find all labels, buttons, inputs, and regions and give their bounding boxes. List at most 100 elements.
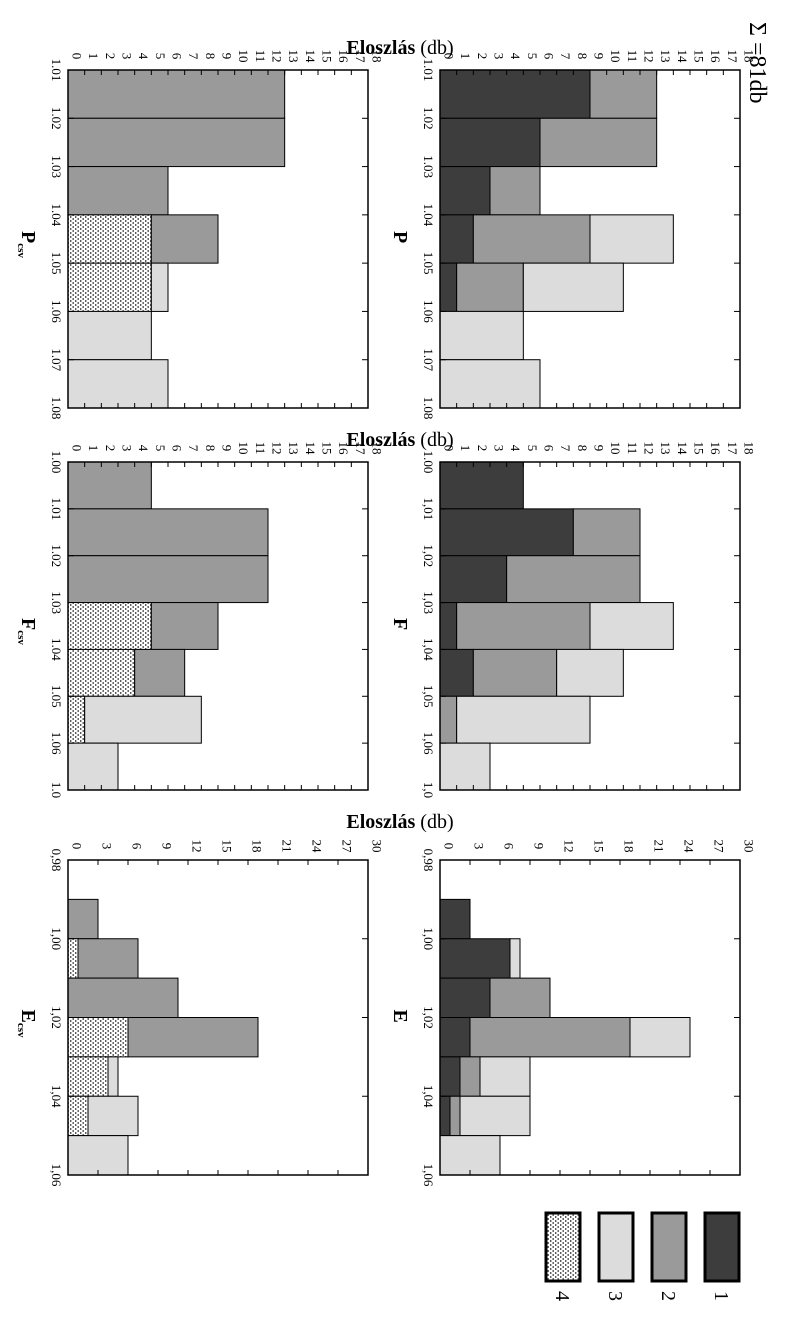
ytick-label-P-1: 1	[458, 53, 473, 60]
ytick-label-Pcsv-9: 9	[220, 53, 235, 60]
bar-F-6-cat3	[440, 742, 491, 790]
bar-E-4-cat3	[479, 1056, 531, 1097]
bars-E	[440, 898, 691, 1175]
panel-title-P: P	[389, 231, 411, 243]
ytick-label-Pcsv-14: 14	[303, 50, 318, 64]
xtick-label-Fcsv-0: 1.00	[49, 451, 64, 474]
ytick-label-Fcsv-13: 13	[286, 442, 301, 455]
xtick-label-Fcsv-5: 1.05	[49, 685, 64, 708]
bar-P-4-cat2	[456, 262, 524, 312]
bar-F-3-cat1	[440, 602, 458, 650]
panel-title-sub-Ecsv: csv	[15, 1023, 27, 1038]
xtick-label-Pcsv-1: 1.02	[49, 107, 64, 130]
panel-title-Ecsv: Ecsv	[15, 1010, 39, 1039]
ytick-label-Fcsv-1: 1	[86, 445, 101, 452]
ytick-label-Pcsv-2: 2	[103, 53, 118, 60]
ytick-label-Pcsv-3: 3	[120, 53, 135, 60]
xtick-label-P-4: 1.05	[421, 252, 436, 275]
bar-Fcsv-4-cat4	[68, 648, 136, 697]
bar-Ecsv-8-cat3	[68, 1214, 88, 1253]
bar-E-5-cat2	[449, 1095, 461, 1137]
xtick-label-E-0: 0,98	[421, 849, 436, 872]
ytick-label-F-11: 11	[625, 442, 640, 455]
ytick-label-P-6: 6	[542, 53, 557, 60]
ytick-label-F-6: 6	[542, 445, 557, 452]
bar-E-0-cat1	[440, 898, 471, 940]
ytick-label-Pcsv-16: 16	[336, 50, 351, 64]
bar-E-1-cat1	[440, 938, 511, 979]
bars-Fcsv	[68, 462, 269, 790]
xtick-label-E-4: 1,06	[421, 1164, 436, 1187]
bar-Ecsv-2-cat2	[68, 977, 179, 1018]
xtick-label-E-3: 1,04	[421, 1085, 436, 1108]
xtick-label-F-4: 1,04	[421, 638, 436, 661]
bar-Fcsv-1-cat2	[68, 508, 269, 557]
ytick-label-E-0: 0	[442, 843, 457, 850]
ytick-label-F-4: 4	[508, 445, 523, 452]
bar-Fcsv-6-cat3	[68, 742, 119, 790]
bars-P	[440, 70, 674, 408]
ytick-label-Fcsv-15: 15	[320, 442, 335, 455]
xtick-label-P-0: 1.01	[421, 59, 436, 82]
legend-swatch-3	[597, 1211, 635, 1283]
ytick-label-P-2: 2	[475, 53, 490, 60]
xtick-label-Fcsv-2: 1.02	[49, 544, 64, 567]
ytick-label-P-17: 17	[725, 50, 740, 64]
panel-F: 0 1 2 3 4 5 6 7 8 9 10 11 12 13 14 15 16 17 181.001,011,02…	[389, 442, 757, 799]
xtick-label-Pcsv-7: 1.08	[49, 397, 64, 420]
bar-Fcsv-0-cat2	[68, 462, 152, 510]
xtick-label-P-6: 1.07	[421, 348, 436, 371]
ytick-label-E-10: 30	[742, 840, 757, 853]
ytick-label-E-8: 24	[682, 840, 697, 854]
bar-E-3-cat1	[440, 1017, 471, 1058]
bar-F-0-cat1	[440, 462, 524, 510]
bar-P-4-cat3	[522, 262, 624, 312]
bar-F-4-cat2	[472, 648, 558, 697]
ytick-label-Fcsv-6: 6	[170, 445, 185, 452]
bar-F-7-cat3	[440, 789, 591, 790]
panel-P: 0 1 2 3 4 5 6 7 8 9 10 11 12 13 14 15 16 17 181.011.021.03…	[389, 50, 757, 420]
bar-F-5-cat2	[440, 695, 458, 744]
ytick-label-Ecsv-3: 9	[160, 843, 175, 850]
bar-Fcsv-4-cat2	[134, 648, 186, 697]
bar-P-3-cat1	[440, 214, 474, 264]
bar-Ecsv-5-cat4	[68, 1095, 89, 1137]
legend-label-3: 3	[604, 1291, 626, 1301]
panel-title-sub-Fcsv: csv	[15, 630, 27, 645]
ytick-label-F-0: 0	[442, 445, 457, 452]
legend: 1 2 3 4	[544, 1211, 741, 1301]
xtick-label-Ecsv-4: 1,06	[49, 1164, 64, 1187]
bar-Ecsv-6-cat3	[68, 1135, 129, 1175]
ytick-label-Pcsv-12: 12	[270, 50, 285, 63]
legend-swatch-1	[703, 1211, 741, 1283]
bar-Ecsv-4-cat4	[68, 1056, 109, 1097]
panel-title-F: F	[389, 618, 411, 630]
ytick-label-P-5: 5	[525, 53, 540, 60]
ytick-label-Ecsv-2: 6	[130, 843, 145, 850]
ytick-label-E-3: 9	[532, 843, 547, 850]
ytick-label-Fcsv-12: 12	[270, 442, 285, 455]
ytick-label-P-9: 9	[592, 53, 607, 60]
ytick-label-P-3: 3	[492, 53, 507, 60]
xtick-label-Ecsv-1: 1,00	[49, 927, 64, 950]
total-count-label: Σ =81db	[744, 22, 770, 104]
ytick-label-P-7: 7	[558, 53, 573, 60]
ytick-label-Pcsv-13: 13	[286, 50, 301, 63]
ytick-label-Ecsv-9: 27	[340, 840, 355, 854]
bars-Pcsv	[68, 70, 286, 408]
bar-P-0-cat2	[589, 70, 658, 119]
ytick-label-Fcsv-11: 11	[253, 442, 268, 455]
bar-Ecsv-7-cat3	[68, 1174, 149, 1175]
xtick-label-Pcsv-2: 1.03	[49, 155, 64, 178]
bar-E-2-cat1	[440, 977, 491, 1018]
bars-F	[440, 462, 674, 790]
bar-E-6-cat3	[440, 1135, 501, 1175]
legend-label-1: 1	[710, 1291, 732, 1301]
xtick-label-Pcsv-3: 1.04	[49, 203, 64, 226]
bar-Ecsv-1-cat2	[77, 938, 139, 979]
ytick-label-F-15: 15	[692, 442, 707, 455]
ytick-label-Pcsv-6: 6	[170, 53, 185, 60]
ytick-label-Ecsv-7: 21	[280, 840, 295, 853]
panel-title-Fcsv: Fcsv	[15, 618, 39, 645]
xtick-label-Pcsv-6: 1.07	[49, 348, 64, 371]
